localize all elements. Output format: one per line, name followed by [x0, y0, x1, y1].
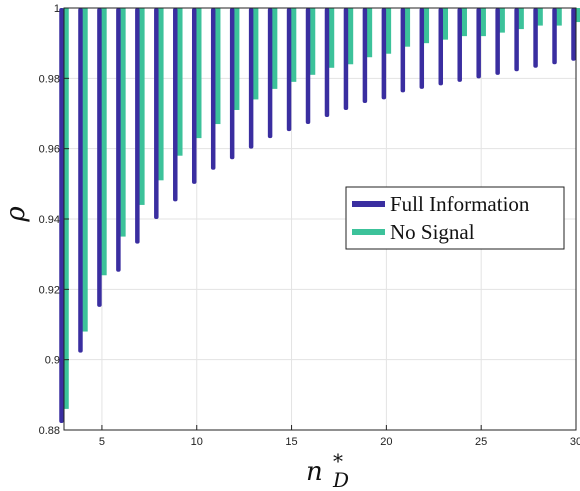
bar-full-information	[135, 8, 140, 244]
bar-no-signal	[213, 8, 221, 125]
ticks: 5 10 15 20 25 30 0.88 0.9 0.92 0.94 0.96 0.98 1	[39, 3, 580, 448]
bar-no-signal	[536, 8, 543, 26]
bar-full-information	[229, 8, 235, 160]
bar-full-information	[324, 8, 330, 118]
bar-no-signal	[194, 8, 202, 139]
bar-full-information	[248, 8, 254, 149]
bar-full-information	[173, 8, 178, 202]
bar-no-signal	[81, 8, 88, 332]
bar-full-information	[476, 8, 481, 79]
x-tick-label: 25	[475, 436, 487, 448]
bar-no-signal	[289, 8, 297, 82]
bar-no-signal	[403, 8, 411, 47]
bar-no-signal	[441, 8, 449, 40]
bar-no-signal	[479, 8, 486, 37]
bar-no-signal	[517, 8, 524, 30]
x-axis-label-superscript: *	[333, 449, 343, 473]
x-tick-label: 10	[191, 436, 203, 448]
y-axis-label: ρ	[1, 206, 31, 223]
bar-no-signal	[232, 8, 240, 110]
legend-label: No Signal	[390, 220, 475, 244]
bar-full-information	[343, 8, 349, 110]
bar-full-information	[362, 8, 368, 103]
x-tick-label: 15	[285, 436, 297, 448]
bar-no-signal	[384, 8, 392, 54]
bar-no-signal	[308, 8, 316, 75]
bar-no-signal	[62, 8, 69, 409]
legend-box	[345, 186, 565, 250]
bar-full-information	[438, 8, 444, 86]
bar-full-information	[286, 8, 292, 132]
bar-full-information	[571, 8, 576, 61]
x-tick-label: 20	[380, 436, 392, 448]
bar-no-signal	[574, 8, 580, 23]
bar-full-information	[154, 8, 159, 219]
x-axis-label: n D*	[306, 449, 349, 491]
bar-full-information	[59, 8, 64, 423]
bar-no-signal	[157, 8, 164, 181]
y-tick-label: 0.9	[45, 355, 60, 367]
bar-no-signal	[460, 8, 467, 37]
bar-no-signal	[138, 8, 145, 205]
x-axis-label-subscript: D	[332, 468, 349, 491]
bars	[59, 8, 580, 423]
bar-full-information	[419, 8, 425, 89]
y-tick-label: 0.94	[39, 214, 60, 226]
bar-full-information	[78, 8, 83, 353]
bar-no-signal	[498, 8, 505, 33]
bar-no-signal	[422, 8, 430, 44]
bar-full-information	[305, 8, 311, 125]
bar-full-information	[495, 8, 500, 75]
bar-no-signal	[270, 8, 278, 89]
y-tick-label: 0.92	[39, 284, 60, 296]
bar-full-information	[267, 8, 273, 139]
bar-full-information	[552, 8, 557, 65]
bar-full-information	[381, 8, 387, 100]
bar-no-signal	[251, 8, 259, 100]
y-tick-label: 0.98	[39, 73, 60, 85]
x-axis-label-text: n	[306, 457, 323, 487]
bar-full-information	[533, 8, 538, 68]
bar-no-signal	[119, 8, 126, 237]
bar-full-information	[116, 8, 121, 272]
bar-full-information	[210, 8, 216, 170]
x-tick-label: 30	[570, 436, 580, 448]
y-tick-label: 0.88	[39, 425, 60, 437]
bar-no-signal	[346, 8, 354, 65]
bar-full-information	[400, 8, 406, 93]
bar-full-information	[457, 8, 462, 82]
bar-full-information	[97, 8, 102, 307]
bar-no-signal	[100, 8, 107, 276]
bar-no-signal	[365, 8, 373, 58]
bar-no-signal	[555, 8, 562, 26]
y-tick-label: 0.96	[39, 144, 60, 156]
bar-no-signal	[327, 8, 335, 68]
y-tick-label: 1	[54, 3, 60, 15]
bar-full-information	[191, 8, 197, 184]
y-axis-label-text: ρ	[1, 206, 31, 223]
bar-full-information	[514, 8, 519, 72]
bar-no-signal	[176, 8, 183, 156]
x-axis-label-main: n	[306, 457, 323, 487]
legend-label: Full Information	[390, 192, 530, 216]
x-tick-label: 5	[99, 436, 105, 448]
legend: Full Information No Signal	[345, 186, 565, 250]
